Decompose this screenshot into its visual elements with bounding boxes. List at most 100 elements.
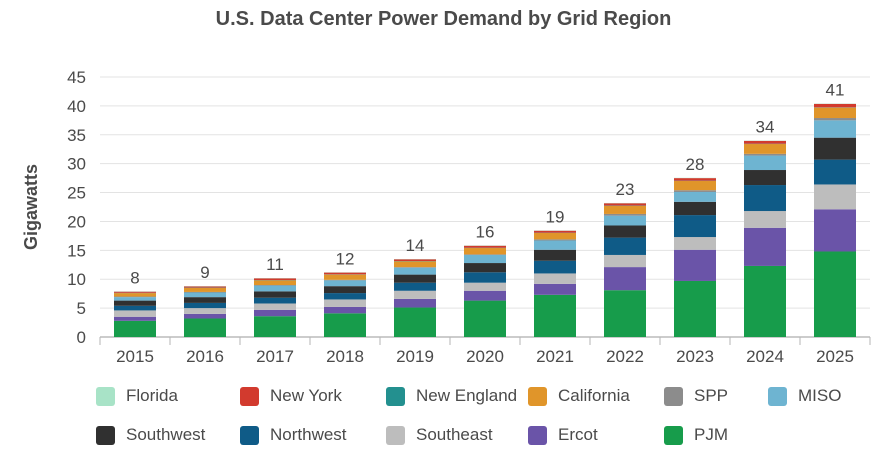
bar-segment-new-york [324,272,366,275]
legend-swatch [664,386,683,406]
bar-segment-new-york [814,103,856,108]
bar-segment-pjm [674,280,716,337]
y-tick-label: 0 [77,328,86,347]
bar-segment-northwest [324,293,366,300]
bar-segment-miso [814,120,856,138]
bar-segment-southeast [604,254,646,268]
legend-item-florida: Florida [96,386,178,406]
bar-segment-spp [464,254,506,255]
bar-segment-southwest [814,137,856,160]
bar-segment-california [604,205,646,214]
bar-segment-ercot [184,313,226,319]
bar-segment-southeast [394,290,436,299]
bar-segment-ercot [394,298,436,308]
bar-segment-spp [674,190,716,192]
legend-label: New York [270,386,342,405]
bar-segment-ercot [814,209,856,252]
y-tick-label: 10 [67,270,86,289]
bar-segment-ercot [604,267,646,291]
legend-swatch [528,386,547,406]
bar-segment-northwest [674,215,716,238]
bar-segment-california [464,248,506,255]
bar-segment-southwest [324,286,366,294]
x-tick-label: 2018 [326,347,364,366]
legend-item-southwest: Southwest [96,425,205,445]
legend-label: Florida [126,386,178,405]
labels: 0510152025303540458201592016112017122018… [67,68,854,366]
bar-segment-spp [324,279,366,281]
total-label: 41 [826,81,845,100]
bar-segment-spp [114,296,156,298]
bar-segment-miso [744,155,786,171]
bar-segment-ercot [324,306,366,314]
bar-segment-new-york [184,286,226,288]
total-label: 12 [336,249,355,268]
y-axis-label: Gigawatts [21,164,41,250]
bar-segment-northwest [464,272,506,283]
y-tick-label: 35 [67,126,86,145]
bar-segment-pjm [324,313,366,337]
legend-label: PJM [694,425,728,444]
legend-label: California [558,386,630,405]
bar-segment-southeast [534,273,576,284]
legend-swatch [664,425,683,445]
legend-item-southeast: Southeast [386,425,493,445]
bar-segment-spp [534,239,576,241]
bar-segment-southwest [604,225,646,238]
bar-segment-southwest [534,249,576,261]
y-tick-label: 15 [67,241,86,260]
legend-item-northwest: Northwest [240,425,347,445]
bar-segment-ercot [464,290,506,301]
legend-label: Northwest [270,425,347,444]
legend-swatch [528,425,547,445]
total-label: 28 [686,155,705,174]
x-tick-label: 2015 [116,347,154,366]
total-label: 23 [616,180,635,199]
x-tick-label: 2020 [466,347,504,366]
bar-segment-northwest [184,302,226,309]
legend-swatch [96,386,115,406]
legend-item-new-england: New England [386,386,517,406]
bar-segment-new-york [674,178,716,181]
bar-segment-new-york [394,259,436,262]
bar-segment-spp [744,153,786,156]
y-tick-label: 45 [67,68,86,87]
bar-segment-southwest [254,291,296,298]
x-tick-label: 2024 [746,347,784,366]
bar-segment-ercot [744,227,786,266]
legend-swatch [768,386,787,406]
bar-segment-new-york [534,230,576,233]
legend-swatch [240,425,259,445]
bar-segment-southeast [114,310,156,317]
bar-segment-california [814,107,856,119]
bar-segment-southeast [464,282,506,291]
total-label: 14 [406,236,425,255]
total-label: 8 [130,268,139,287]
bar-segment-spp [604,213,646,216]
legend-label: New England [416,386,518,405]
bar-segment-pjm [394,307,436,337]
bar-segment-ercot [254,309,296,317]
chart-title: U.S. Data Center Power Demand by Grid Re… [215,8,672,30]
bar-segment-southeast [744,211,786,228]
bar-segment-pjm [254,316,296,337]
total-label: 16 [476,222,495,241]
bar-segment-pjm [184,318,226,337]
bar-segment-northwest [814,159,856,185]
bar-segment-miso [534,240,576,250]
bar-segment-pjm [464,300,506,337]
y-tick-label: 20 [67,212,86,231]
bar-segment-spp [814,118,856,121]
bar-segment-california [254,280,296,285]
legend-item-miso: MISO [768,386,841,406]
legend-item-new-york: New York [240,386,342,406]
x-tick-label: 2019 [396,347,434,366]
legend-label: Southwest [126,425,206,444]
bar-segment-new-york [604,203,646,206]
bar-segment-new-york [114,291,156,293]
legend-label: Southeast [416,425,493,444]
bar-segment-southeast [814,184,856,210]
total-label: 34 [756,118,775,137]
bar-segment-miso [604,215,646,226]
legend-label: SPP [694,386,729,405]
